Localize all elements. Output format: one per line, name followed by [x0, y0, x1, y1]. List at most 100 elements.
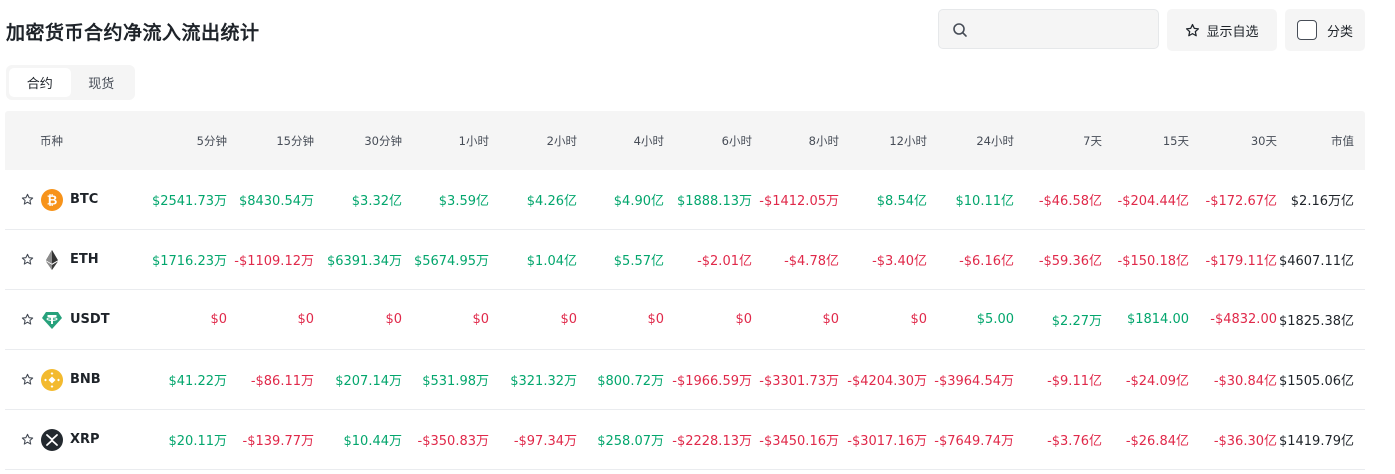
netflow-cell: -$6.16亿: [959, 254, 1014, 269]
netflow-cell: $4.26亿: [526, 194, 577, 209]
netflow-cell: -$179.11亿: [1205, 254, 1277, 269]
netflow-cell: $0: [822, 312, 839, 327]
column-header[interactable]: 7天: [1083, 133, 1102, 148]
netflow-cell: -$1109.12万: [234, 254, 314, 269]
netflow-cell: -$7649.74万: [934, 434, 1014, 449]
netflow-cell: -$4.78亿: [784, 254, 839, 269]
netflow-cell: -$3964.54万: [934, 374, 1014, 389]
show-watchlist-button[interactable]: 显示自选: [1167, 9, 1277, 51]
netflow-cell: $0: [910, 312, 927, 327]
coin-cell: BNB: [5, 350, 101, 409]
netflow-cell: -$4204.30万: [847, 374, 927, 389]
netflow-cell: $2.27万: [1051, 314, 1102, 329]
table-header: 币种 5分钟 15分钟 30分钟 1小时 2小时 4小时 6小时 8小时 12小时 24小时 7天 15…: [5, 111, 1365, 170]
column-header[interactable]: 15天: [1162, 133, 1189, 148]
netflow-cell: $0: [735, 312, 752, 327]
column-header[interactable]: 12小时: [889, 133, 927, 148]
netflow-cell: -$3017.16万: [847, 434, 927, 449]
netflow-cell: $531.98万: [422, 374, 489, 389]
market-cap-cell: $1419.79亿: [1278, 434, 1354, 449]
coin-symbol: ETH: [70, 252, 99, 267]
favorite-star-icon[interactable]: [21, 253, 34, 266]
coin-symbol: USDT: [70, 312, 110, 327]
coin-cell: ETH: [5, 230, 99, 289]
netflow-cell: -$59.36亿: [1038, 254, 1102, 269]
search-input[interactable]: [938, 9, 1159, 49]
favorite-star-icon[interactable]: [21, 313, 34, 326]
column-header[interactable]: 5分钟: [196, 133, 227, 148]
column-header[interactable]: 30天: [1250, 133, 1277, 148]
netflow-cell: -$204.44亿: [1117, 194, 1189, 209]
netflow-cell: $0: [297, 312, 314, 327]
table-row[interactable]: ETH $1716.23万 -$1109.12万 $6391.34万 $5674.95万…: [5, 230, 1365, 290]
netflow-cell: $258.07万: [597, 434, 664, 449]
category-checkbox[interactable]: [1296, 20, 1317, 40]
tab-futures[interactable]: 合约: [9, 68, 71, 97]
coin-symbol: BNB: [70, 372, 101, 387]
netflow-cell: $321.32万: [510, 374, 577, 389]
tether-icon: [42, 311, 62, 329]
netflow-cell: -$2228.13万: [672, 434, 752, 449]
netflow-cell: $3.32亿: [351, 194, 402, 209]
netflow-cell: $5674.95万: [413, 254, 489, 269]
table-row[interactable]: XRP $20.11万 -$139.77万 $10.44万 -$350.83万 -$97.…: [5, 410, 1365, 470]
netflow-cell: -$86.11万: [250, 374, 314, 389]
netflow-cell: $1888.13万: [676, 194, 752, 209]
netflow-cell: -$1412.05万: [759, 194, 839, 209]
column-header[interactable]: 8小时: [808, 133, 839, 148]
netflow-cell: $1716.23万: [151, 254, 227, 269]
netflow-cell: $2541.73万: [151, 194, 227, 209]
netflow-cell: -$9.11亿: [1047, 374, 1102, 389]
star-icon: [1186, 23, 1200, 36]
category-button[interactable]: 分类: [1285, 9, 1365, 51]
netflow-cell: $0: [385, 312, 402, 327]
netflow-cell: $0: [647, 312, 664, 327]
xrp-icon: [41, 428, 63, 451]
netflow-cell: -$3301.73万: [759, 374, 839, 389]
netflow-table: 币种 5分钟 15分钟 30分钟 1小时 2小时 4小时 6小时 8小时 12小时 24小时 7天 15…: [5, 111, 1365, 470]
netflow-cell: $8.54亿: [876, 194, 927, 209]
netflow-cell: -$30.84亿: [1213, 374, 1277, 389]
table-row[interactable]: USDT $0 $0 $0 $0 $0 $0 $0 $0 $0 $5.00 $2.27万 $1814.0…: [5, 290, 1365, 350]
coin-symbol: BTC: [70, 192, 99, 207]
favorite-star-icon[interactable]: [21, 193, 34, 206]
netflow-cell: $8430.54万: [238, 194, 314, 209]
table-body: ₿ BTC $2541.73万 $8430.54万 $3.32亿 $3.59亿 $4.26亿…: [5, 170, 1365, 470]
tab-spot[interactable]: 现货: [88, 77, 115, 92]
column-header[interactable]: 市值: [1331, 133, 1354, 148]
column-header[interactable]: 4小时: [633, 133, 664, 148]
category-label: 分类: [1326, 24, 1353, 40]
market-tabs: 合约 现货: [6, 65, 135, 100]
netflow-cell: -$97.34万: [513, 434, 577, 449]
column-header[interactable]: 1小时: [458, 133, 489, 148]
market-cap-cell: $4607.11亿: [1278, 254, 1354, 269]
column-header[interactable]: 30分钟: [364, 133, 402, 148]
netflow-cell: -$3.40亿: [872, 254, 927, 269]
netflow-cell: -$2.01亿: [697, 254, 752, 269]
coin-cell: XRP: [5, 410, 100, 469]
search-icon: [953, 23, 967, 37]
market-cap-cell: $1825.38亿: [1278, 314, 1354, 329]
column-header[interactable]: 6小时: [721, 133, 752, 148]
page-title: 加密货币合约净流入流出统计: [6, 22, 260, 44]
favorite-star-icon[interactable]: [21, 433, 34, 446]
netflow-cell: -$4832.00: [1210, 312, 1277, 327]
ethereum-icon: [46, 249, 58, 270]
netflow-cell: -$36.30亿: [1213, 434, 1277, 449]
netflow-cell: -$46.58亿: [1038, 194, 1102, 209]
column-header-coin: 币种: [40, 133, 63, 148]
column-header[interactable]: 2小时: [546, 133, 577, 148]
coin-symbol: XRP: [70, 432, 100, 447]
netflow-cell: $5.00: [976, 312, 1014, 327]
netflow-cell: $1.04亿: [526, 254, 577, 269]
netflow-cell: -$172.67亿: [1205, 194, 1277, 209]
column-header[interactable]: 15分钟: [276, 133, 314, 148]
table-row[interactable]: ₿ BTC $2541.73万 $8430.54万 $3.32亿 $3.59亿 $4.26亿…: [5, 170, 1365, 230]
table-row[interactable]: BNB $41.22万 -$86.11万 $207.14万 $531.98万 $321.3…: [5, 350, 1365, 410]
market-cap-cell: $1505.06亿: [1278, 374, 1354, 389]
netflow-cell: $10.44万: [343, 434, 403, 449]
column-header[interactable]: 24小时: [976, 133, 1014, 148]
netflow-cell: $5.57亿: [613, 254, 664, 269]
favorite-star-icon[interactable]: [21, 373, 34, 386]
